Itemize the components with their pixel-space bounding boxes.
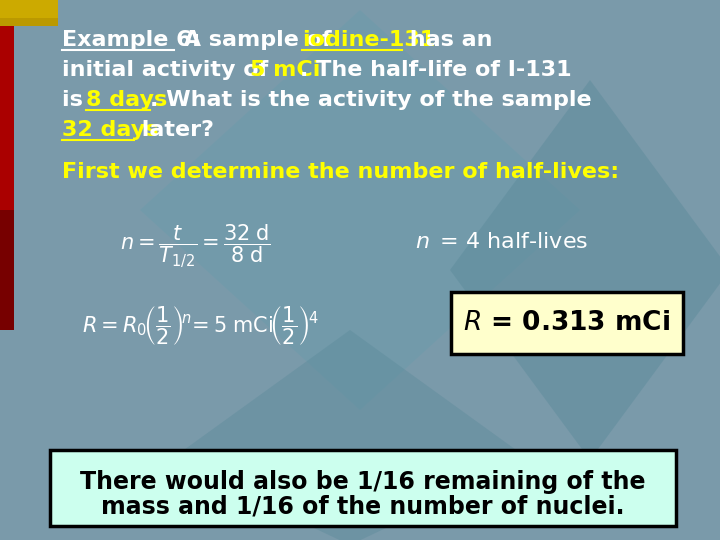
Text: . The half-life of I-131: . The half-life of I-131 — [300, 60, 572, 80]
Text: 8 days: 8 days — [86, 90, 167, 110]
Text: A sample of: A sample of — [176, 30, 339, 50]
Text: 5 mCi: 5 mCi — [250, 60, 320, 80]
Text: has an: has an — [402, 30, 492, 50]
Text: initial activity of: initial activity of — [62, 60, 276, 80]
Text: iodine-131: iodine-131 — [302, 30, 436, 50]
Bar — [0, 18, 58, 26]
Text: $R = R_0\!\left(\dfrac{1}{2}\right)^{\!n}\! = 5\;\mathrm{mCi}\!\left(\dfrac{1}{2: $R = R_0\!\left(\dfrac{1}{2}\right)^{\!n… — [82, 304, 318, 347]
Text: later?: later? — [134, 120, 214, 140]
Text: is: is — [62, 90, 91, 110]
Text: mass and 1/16 of the number of nuclei.: mass and 1/16 of the number of nuclei. — [102, 494, 625, 518]
Text: There would also be 1/16 remaining of the: There would also be 1/16 remaining of th… — [80, 470, 646, 494]
FancyBboxPatch shape — [451, 292, 683, 354]
Bar — [0, 210, 14, 330]
Polygon shape — [140, 10, 580, 410]
Text: 32 days: 32 days — [62, 120, 158, 140]
Text: $n = \dfrac{t}{T_{1/2}} = \dfrac{32\;\mathrm{d}}{8\;\mathrm{d}}$: $n = \dfrac{t}{T_{1/2}} = \dfrac{32\;\ma… — [120, 222, 271, 269]
Text: $n\,$ = 4 half-lives: $n\,$ = 4 half-lives — [415, 232, 588, 252]
Text: . What is the activity of the sample: . What is the activity of the sample — [150, 90, 592, 110]
Bar — [0, 0, 14, 210]
Text: Example 6:: Example 6: — [62, 30, 200, 50]
Bar — [0, 0, 58, 18]
Polygon shape — [170, 330, 530, 540]
Text: First we determine the number of half-lives:: First we determine the number of half-li… — [62, 162, 619, 182]
Text: $R$ = 0.313 mCi: $R$ = 0.313 mCi — [464, 310, 670, 336]
FancyBboxPatch shape — [50, 450, 676, 526]
Polygon shape — [450, 80, 720, 460]
